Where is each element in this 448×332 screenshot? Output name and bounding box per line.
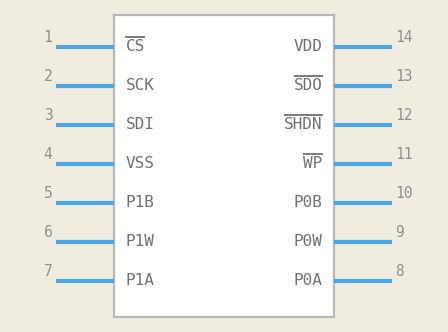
Text: SHDN: SHDN: [284, 117, 323, 132]
Text: P1A: P1A: [125, 273, 154, 288]
Text: 6: 6: [43, 225, 52, 240]
Text: P0B: P0B: [294, 195, 323, 210]
Text: 2: 2: [43, 69, 52, 84]
Text: WP: WP: [303, 156, 323, 171]
Text: P0A: P0A: [294, 273, 323, 288]
Text: VSS: VSS: [125, 156, 154, 171]
Text: 7: 7: [43, 264, 52, 279]
Text: SDI: SDI: [125, 117, 154, 132]
Text: SCK: SCK: [125, 78, 154, 93]
Text: 9: 9: [396, 225, 405, 240]
Text: P1B: P1B: [125, 195, 154, 210]
Bar: [114, 15, 334, 317]
Text: 10: 10: [396, 186, 413, 201]
Text: 13: 13: [396, 69, 413, 84]
Text: 5: 5: [43, 186, 52, 201]
Text: SDO: SDO: [294, 78, 323, 93]
Text: 11: 11: [396, 147, 413, 162]
Text: CS: CS: [125, 39, 145, 54]
Text: 12: 12: [396, 108, 413, 123]
Text: VDD: VDD: [294, 39, 323, 54]
Text: 3: 3: [43, 108, 52, 123]
Text: 8: 8: [396, 264, 405, 279]
Text: 14: 14: [396, 30, 413, 45]
Text: P0W: P0W: [294, 234, 323, 249]
Text: 4: 4: [43, 147, 52, 162]
Text: P1W: P1W: [125, 234, 154, 249]
Text: 1: 1: [43, 30, 52, 45]
